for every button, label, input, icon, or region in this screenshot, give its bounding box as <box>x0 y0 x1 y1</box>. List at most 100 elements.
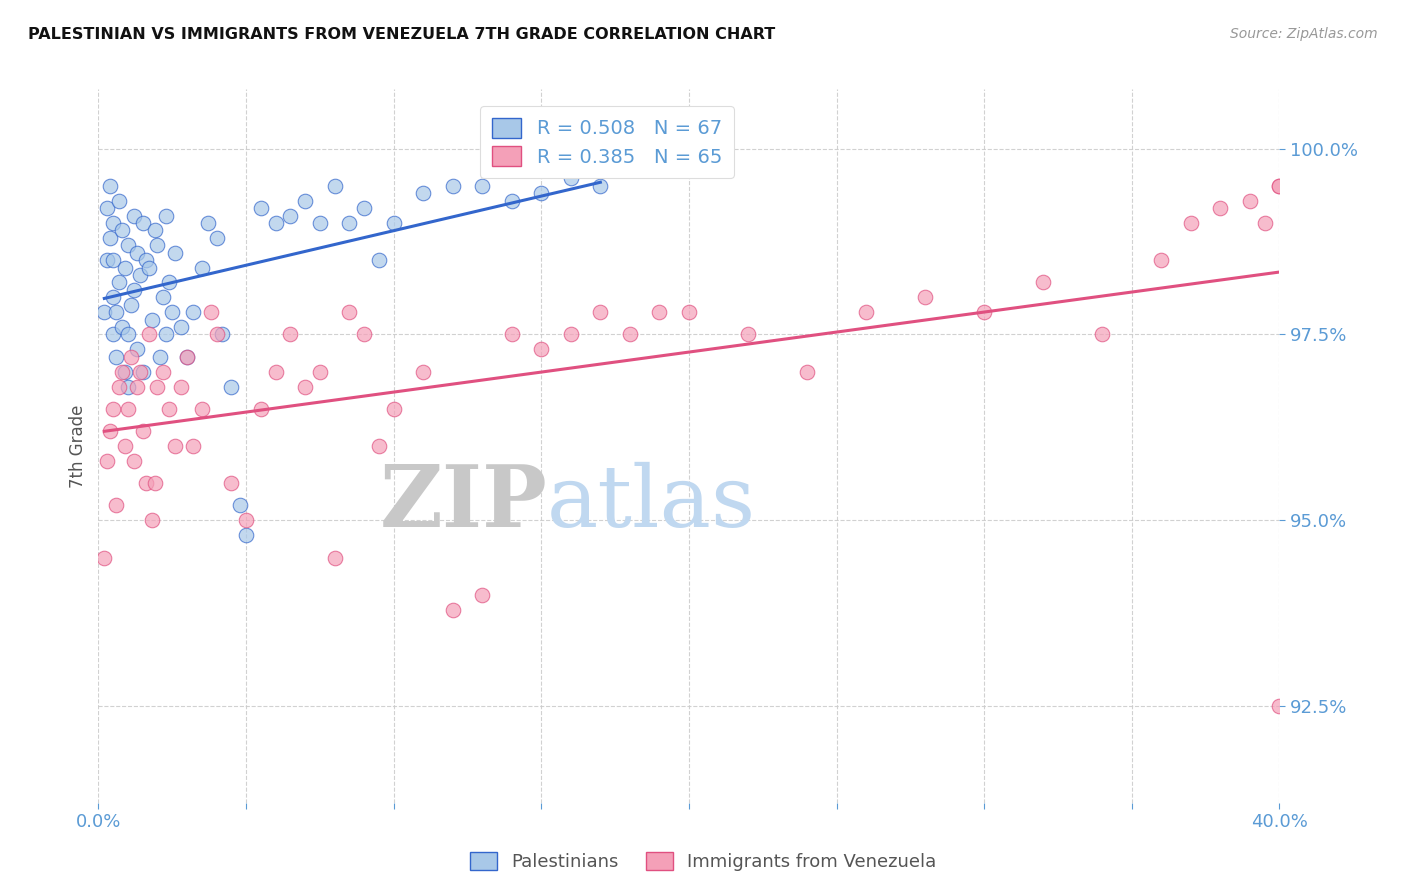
Point <box>143 223 166 237</box>
Point <box>108 194 131 208</box>
Point <box>560 327 582 342</box>
Point <box>501 327 523 342</box>
Point <box>117 379 139 393</box>
Point <box>368 439 391 453</box>
Point <box>114 260 136 275</box>
Point <box>103 253 125 268</box>
Text: Source: ZipAtlas.com: Source: ZipAtlas.com <box>1230 27 1378 41</box>
Point <box>337 305 360 319</box>
Point <box>200 305 222 319</box>
Point <box>353 327 375 342</box>
Point <box>157 276 180 290</box>
Point <box>530 343 553 357</box>
Point <box>111 223 134 237</box>
Point <box>737 327 759 342</box>
Point <box>155 327 177 342</box>
Point <box>337 216 360 230</box>
Point <box>114 439 136 453</box>
Point <box>471 178 494 193</box>
Point <box>162 305 183 319</box>
Point <box>103 290 125 304</box>
Point <box>1032 276 1054 290</box>
Point <box>120 298 142 312</box>
Point <box>1268 178 1291 193</box>
Point <box>181 305 204 319</box>
Point <box>278 209 302 223</box>
Point <box>191 401 214 416</box>
Point <box>219 476 243 491</box>
Point <box>105 499 128 513</box>
Point <box>138 260 160 275</box>
Point <box>146 238 169 252</box>
Point <box>1150 253 1173 268</box>
Point <box>181 439 204 453</box>
Text: ZIP: ZIP <box>380 461 547 545</box>
Point <box>157 401 180 416</box>
Point <box>132 424 155 438</box>
Point <box>170 320 193 334</box>
Point <box>229 499 252 513</box>
Point <box>678 305 700 319</box>
Point <box>98 231 121 245</box>
Point <box>117 238 139 252</box>
Point <box>471 588 494 602</box>
Point <box>105 305 128 319</box>
Point <box>250 201 273 215</box>
Point <box>125 343 148 357</box>
Point <box>1180 216 1202 230</box>
Point <box>143 476 166 491</box>
Point <box>1091 327 1114 342</box>
Point <box>122 454 145 468</box>
Point <box>855 305 877 319</box>
Point <box>152 365 174 379</box>
Point <box>98 424 121 438</box>
Point <box>135 476 157 491</box>
Point <box>146 379 169 393</box>
Point <box>235 513 257 527</box>
Text: PALESTINIAN VS IMMIGRANTS FROM VENEZUELA 7TH GRADE CORRELATION CHART: PALESTINIAN VS IMMIGRANTS FROM VENEZUELA… <box>28 27 775 42</box>
Point <box>191 260 214 275</box>
Point <box>128 365 150 379</box>
Point <box>648 305 671 319</box>
Point <box>278 327 302 342</box>
Point <box>441 602 464 616</box>
Point <box>412 365 434 379</box>
Point <box>501 194 523 208</box>
Point <box>120 350 142 364</box>
Legend: R = 0.508   N = 67, R = 0.385   N = 65: R = 0.508 N = 67, R = 0.385 N = 65 <box>481 106 734 178</box>
Point <box>132 365 155 379</box>
Point <box>125 379 148 393</box>
Text: atlas: atlas <box>547 461 756 545</box>
Point <box>1239 194 1261 208</box>
Point <box>353 201 375 215</box>
Point <box>132 216 155 230</box>
Point <box>382 401 405 416</box>
Point <box>205 327 228 342</box>
Point <box>412 186 434 201</box>
Point <box>309 365 332 379</box>
Point <box>205 231 228 245</box>
Point <box>382 216 405 230</box>
Point <box>530 186 553 201</box>
Point <box>368 253 391 268</box>
Point <box>141 312 163 326</box>
Point <box>973 305 995 319</box>
Point <box>117 327 139 342</box>
Point <box>323 550 346 565</box>
Y-axis label: 7th Grade: 7th Grade <box>69 404 87 488</box>
Point <box>1268 178 1291 193</box>
Point <box>294 194 316 208</box>
Point <box>105 350 128 364</box>
Point <box>96 201 118 215</box>
Point <box>117 401 139 416</box>
Point <box>103 327 125 342</box>
Point <box>96 253 118 268</box>
Point <box>108 276 131 290</box>
Point <box>235 528 257 542</box>
Point <box>560 171 582 186</box>
Legend: Palestinians, Immigrants from Venezuela: Palestinians, Immigrants from Venezuela <box>463 845 943 879</box>
Point <box>138 327 160 342</box>
Point <box>155 209 177 223</box>
Point <box>96 454 118 468</box>
Point <box>219 379 243 393</box>
